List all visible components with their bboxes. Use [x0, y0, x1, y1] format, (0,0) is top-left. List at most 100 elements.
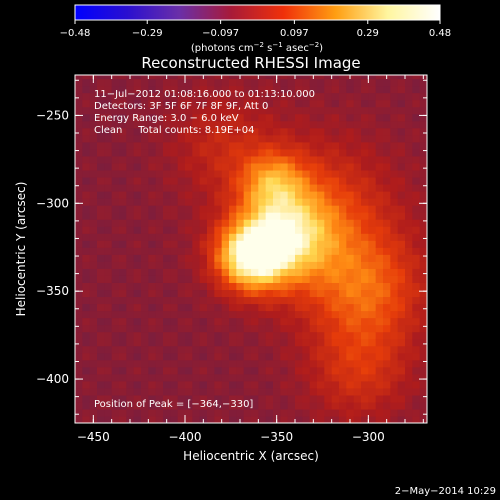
heatmap-cell [75, 310, 83, 319]
heatmap-cell [383, 233, 391, 241]
heatmap-cell [236, 92, 245, 101]
heatmap-cell [89, 85, 98, 94]
heatmap-cell [119, 268, 127, 276]
heatmap-cell [295, 198, 303, 206]
heatmap-cell [243, 198, 252, 206]
heatmap-cell [331, 345, 340, 354]
heatmap-cell [295, 317, 303, 326]
heatmap-cell [141, 162, 149, 171]
heatmap-cell [89, 331, 98, 340]
heatmap-cell [273, 226, 281, 234]
heatmap-cell [111, 296, 120, 305]
heatmap-cell [119, 113, 127, 122]
heatmap-cell [353, 191, 362, 199]
heatmap-cell [251, 233, 259, 241]
heatmap-cell [405, 226, 413, 234]
heatmap-cell [375, 324, 384, 333]
heatmap-cell [324, 282, 333, 291]
heatmap-cell [258, 303, 267, 312]
heatmap-cell [221, 331, 230, 340]
heatmap-cell [192, 296, 201, 305]
heatmap-cell [405, 169, 413, 178]
heatmap-cell [368, 247, 377, 255]
heatmap-cell [287, 275, 296, 283]
heatmap-cell [273, 240, 281, 248]
heatmap-cell [412, 310, 421, 319]
heatmap-cell [221, 352, 230, 361]
heatmap-cell [383, 366, 391, 375]
heatmap-cell [412, 268, 421, 276]
heatmap-cell [229, 352, 237, 361]
heatmap-cell [214, 394, 223, 403]
heatmap-cell [405, 366, 413, 375]
heatmap-cell [361, 268, 369, 276]
heatmap-cell [119, 205, 127, 213]
heatmap-cell [89, 155, 98, 164]
heatmap-cell [207, 247, 215, 255]
heatmap-cell [251, 261, 259, 269]
heatmap-cell [302, 85, 311, 94]
heatmap-cell [170, 92, 179, 101]
heatmap-cell [214, 198, 223, 206]
heatmap-cell [185, 254, 193, 262]
heatmap-cell [397, 303, 406, 312]
heatmap-cell [163, 106, 171, 115]
heatmap-cell [419, 296, 427, 305]
heatmap-cell [419, 240, 427, 248]
heatmap-cell [126, 148, 135, 157]
heatmap-cell [324, 373, 333, 382]
heatmap-cell [236, 261, 245, 269]
heatmap-cell [287, 191, 296, 199]
heatmap-cell [287, 134, 296, 143]
heatmap-cell [82, 120, 91, 129]
heatmap-cell [207, 85, 215, 94]
heatmap-cell [148, 366, 157, 375]
heatmap-cell [302, 120, 311, 129]
heatmap-cell [199, 233, 208, 241]
heatmap-cell [236, 155, 245, 164]
heatmap-cell [368, 162, 377, 171]
heatmap-cell [419, 85, 427, 94]
heatmap-cell [104, 226, 113, 234]
heatmap-cell [317, 310, 325, 319]
heatmap-cell [295, 366, 303, 375]
heatmap-cell [353, 310, 362, 319]
heatmap-cell [339, 226, 347, 234]
heatmap-cell [390, 191, 399, 199]
heatmap-cell [214, 134, 223, 143]
heatmap-cell [229, 394, 237, 403]
heatmap-cell [236, 233, 245, 241]
heatmap-cell [280, 408, 289, 417]
heatmap-cell [89, 169, 98, 178]
heatmap-cell [236, 373, 245, 382]
heatmap-cell [133, 148, 142, 157]
heatmap-cell [353, 176, 362, 185]
heatmap-cell [126, 106, 135, 115]
heatmap-cell [361, 169, 369, 178]
heatmap-cell [185, 92, 193, 101]
heatmap-cell [361, 387, 369, 396]
heatmap-cell [97, 310, 105, 319]
heatmap-cell [258, 338, 267, 347]
heatmap-cell [419, 401, 427, 410]
heatmap-cell [111, 205, 120, 213]
heatmap-cell [111, 338, 120, 347]
heatmap-cell [89, 282, 98, 291]
heatmap-cell [368, 359, 377, 368]
heatmap-cell [214, 303, 223, 312]
heatmap-cell [265, 127, 274, 136]
heatmap-cell [89, 387, 98, 396]
heatmap-cell [141, 233, 149, 241]
heatmap-cell [346, 233, 355, 241]
heatmap-cell [75, 155, 83, 164]
heatmap-cell [104, 169, 113, 178]
heatmap-cell [251, 183, 259, 192]
heatmap-cell [375, 289, 384, 298]
heatmap-cell [273, 303, 281, 312]
heatmap-cell [331, 169, 340, 178]
heatmap-cell [141, 275, 149, 283]
heatmap-cell [104, 352, 113, 361]
heatmap-cell [207, 310, 215, 319]
heatmap-cell [390, 75, 399, 80]
heatmap-cell [273, 99, 281, 108]
